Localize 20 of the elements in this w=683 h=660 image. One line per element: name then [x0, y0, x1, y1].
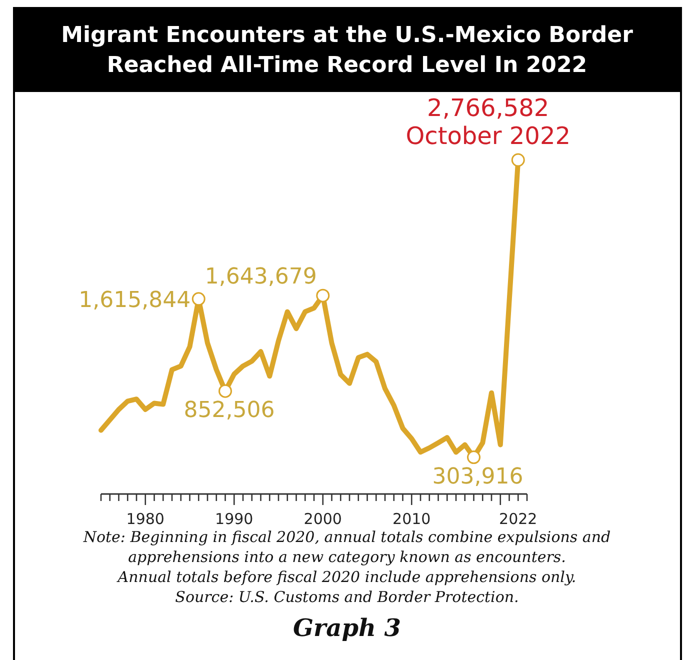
- data-label: 303,916: [432, 464, 524, 490]
- point: [467, 450, 480, 464]
- source-note: Source: U.S. Customs and Border Protection.: [175, 588, 519, 606]
- x-tick-label: 1990: [215, 510, 254, 528]
- x-tick-label: 2010: [392, 510, 431, 528]
- annotation: 2,766,582 October 2022: [406, 94, 571, 150]
- text: Note: Beginning in fiscal 2020, annual totals combine expulsions and apprehensions into a new category known as encounters.: [82, 528, 611, 566]
- point: [218, 384, 232, 398]
- chart-title: Migrant Encounters at the U.S.-Mexico Border Reached All-Time Record Level In 2022: [61, 23, 634, 78]
- data-label: 1,643,679: [204, 264, 317, 290]
- point: [192, 292, 206, 306]
- point: [511, 153, 525, 167]
- caption: Graph 3: [293, 613, 401, 642]
- point: [316, 288, 330, 302]
- data-label: 852,506: [184, 398, 275, 424]
- data-label: 1,615,844: [78, 288, 191, 313]
- text: Annual totals before fiscal 2020 include apprehensions only.: [116, 568, 576, 586]
- x-tick-label: 2000: [304, 510, 342, 528]
- x-tick-label: 1980: [126, 510, 164, 528]
- x-tick-label: 2022: [499, 510, 538, 528]
